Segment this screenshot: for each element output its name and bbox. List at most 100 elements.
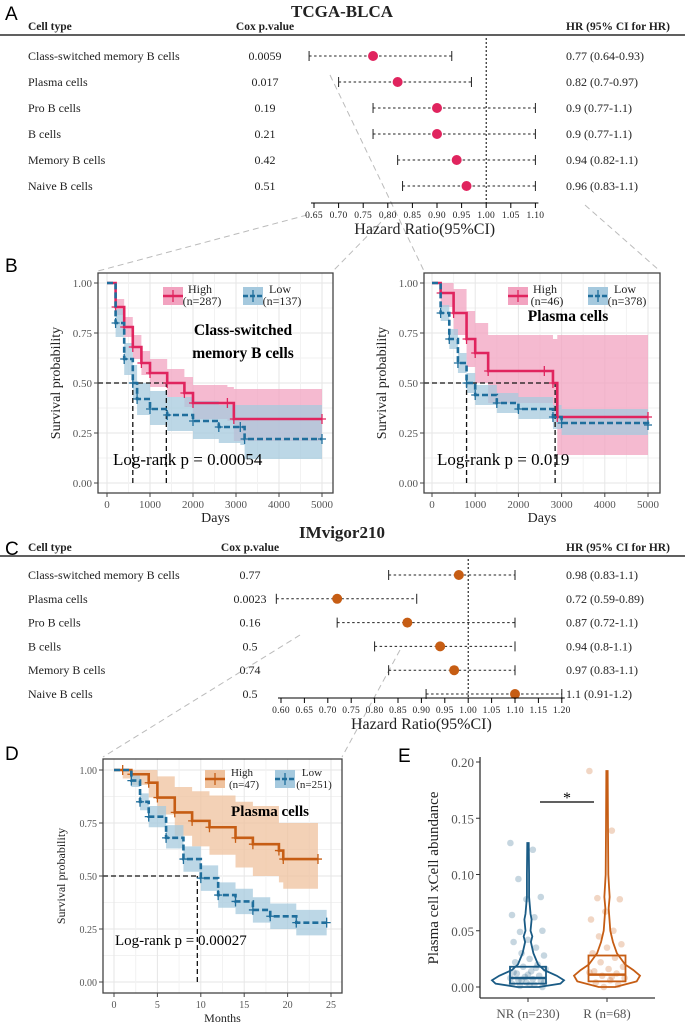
forest-plot-0: TCGA-BLCA Cell type Cox p.value HR (95% CI … [0, 2, 685, 238]
hr-point [392, 77, 403, 87]
censor-mark [445, 334, 454, 344]
hr-point [368, 51, 379, 61]
cell-type-label: Class-switched memory B cells [28, 49, 180, 63]
legend-n: (n=251) [296, 779, 332, 791]
censor-mark [111, 318, 120, 328]
y-tick-label: 0.20 [451, 755, 474, 770]
group-label: R (n=68) [583, 1006, 630, 1021]
legend-label: High [231, 767, 254, 779]
x-tick-label: 0.60 [272, 706, 290, 716]
x-tick-label: 0.90 [412, 706, 430, 716]
hr-value: 0.9 (0.77-1.1) [566, 127, 632, 141]
violin-outline [572, 770, 642, 988]
legend-n: (n=47) [229, 779, 259, 791]
y-tick-label: 0.00 [399, 478, 419, 490]
censor-mark [144, 777, 153, 788]
guide-line [584, 204, 661, 272]
x-axis-label: Days [528, 511, 557, 526]
survival-curve-low [107, 281, 322, 441]
censor-mark [128, 342, 137, 352]
censor-mark [189, 398, 197, 408]
y-tick-label: 0.10 [451, 868, 474, 883]
censor-mark [231, 896, 240, 907]
hr-value: 1.1 (0.91-1.2) [566, 687, 632, 701]
y-tick-label: 0.15 [451, 811, 474, 826]
violin-group-r [572, 767, 642, 991]
cell-type-annotation: Class-switched [194, 322, 293, 339]
x-tick-label: 1000 [139, 499, 162, 511]
x-tick-label: 0 [429, 499, 435, 511]
legend-n: (n=378) [608, 294, 647, 308]
panel-label: E [398, 746, 411, 767]
cell-type-label: Pro B cells [28, 616, 81, 630]
censor-mark [223, 398, 232, 408]
header-cox-pvalue: Cox p.value [236, 21, 294, 33]
x-tick-label: 1.00 [477, 211, 495, 221]
forest-title: IMvigor210 [299, 523, 385, 542]
data-point [529, 846, 537, 854]
legend-label: Low [614, 282, 636, 296]
data-point [594, 894, 601, 902]
censor-mark [449, 308, 458, 318]
cox-pvalue: 0.0023 [234, 592, 267, 606]
cell-type-label: Plasma cells [28, 75, 88, 89]
hr-value: 0.98 (0.83-1.1) [566, 568, 638, 582]
censor-mark [180, 388, 189, 398]
data-point [539, 927, 546, 935]
censor-mark [462, 334, 471, 344]
y-axis-label: Survival probability [54, 828, 68, 924]
hr-point [451, 155, 462, 165]
legend-label: High [188, 282, 212, 296]
x-tick-label: 5000 [637, 499, 660, 511]
y-tick-label: 1.00 [399, 278, 419, 290]
confidence-band [114, 770, 327, 936]
y-tick-label: 0.00 [80, 978, 98, 989]
censor-mark [514, 404, 523, 414]
forest-row: Naive B cells 0.51 0.96 (0.83-1.1) [28, 179, 638, 193]
y-tick-label: 0.25 [399, 428, 419, 440]
censor-mark [248, 904, 257, 915]
forest-row: B cells 0.5 0.94 (0.8-1.1) [28, 639, 632, 653]
legend-n: (n=46) [531, 294, 564, 308]
y-axis-label: Survival probability [49, 327, 64, 439]
x-tick-label: 0.75 [354, 211, 372, 221]
header-cox-pvalue: Cox p.value [221, 542, 279, 554]
hr-value: 0.94 (0.82-1.1) [566, 153, 638, 167]
forest-row: Memory B cells 0.42 0.94 (0.82-1.1) [28, 153, 638, 167]
censor-mark [196, 873, 205, 884]
censor-mark [266, 911, 275, 922]
x-tick-label: 10 [196, 1000, 206, 1011]
cell-type-label: Memory B cells [28, 153, 106, 167]
censor-mark [163, 410, 172, 420]
x-tick-label: 0.90 [428, 211, 446, 221]
legend-label: High [533, 282, 557, 296]
cell-type-label: Naive B cells [28, 687, 93, 701]
zoom-guide-lines [97, 74, 661, 758]
violin-plot: NR (n=230) R (n=68) 0.00 0.05 0.10 0.15 0.20 * P… [426, 755, 655, 1021]
forest-row: Naive B cells 0.5 1.1 (0.91-1.2) [28, 687, 632, 701]
data-point [531, 913, 538, 921]
confidence-band [432, 283, 648, 439]
censor-mark [644, 420, 652, 430]
x-tick-label: 5 [155, 1000, 160, 1011]
censor-mark [318, 414, 326, 424]
censor-mark [471, 390, 480, 400]
x-tick-label: 1.10 [506, 706, 524, 716]
cox-pvalue: 0.51 [255, 179, 276, 193]
censor-mark [492, 398, 501, 408]
y-tick-label: 0.05 [451, 924, 474, 939]
header-cell-type: Cell type [28, 542, 72, 554]
censor-mark [236, 422, 245, 432]
censor-mark [153, 792, 162, 803]
x-tick-label: 0.75 [342, 706, 360, 716]
x-tick-label: 4000 [268, 499, 291, 511]
x-tick-label: 5000 [311, 499, 334, 511]
censor-mark [133, 394, 142, 404]
data-point [586, 767, 593, 775]
x-tick-label: 1.05 [483, 706, 501, 716]
hr-point [402, 617, 413, 628]
legend-label: Low [269, 282, 291, 296]
confidence-band [107, 283, 322, 459]
censor-mark [453, 358, 462, 368]
data-point [595, 933, 603, 940]
